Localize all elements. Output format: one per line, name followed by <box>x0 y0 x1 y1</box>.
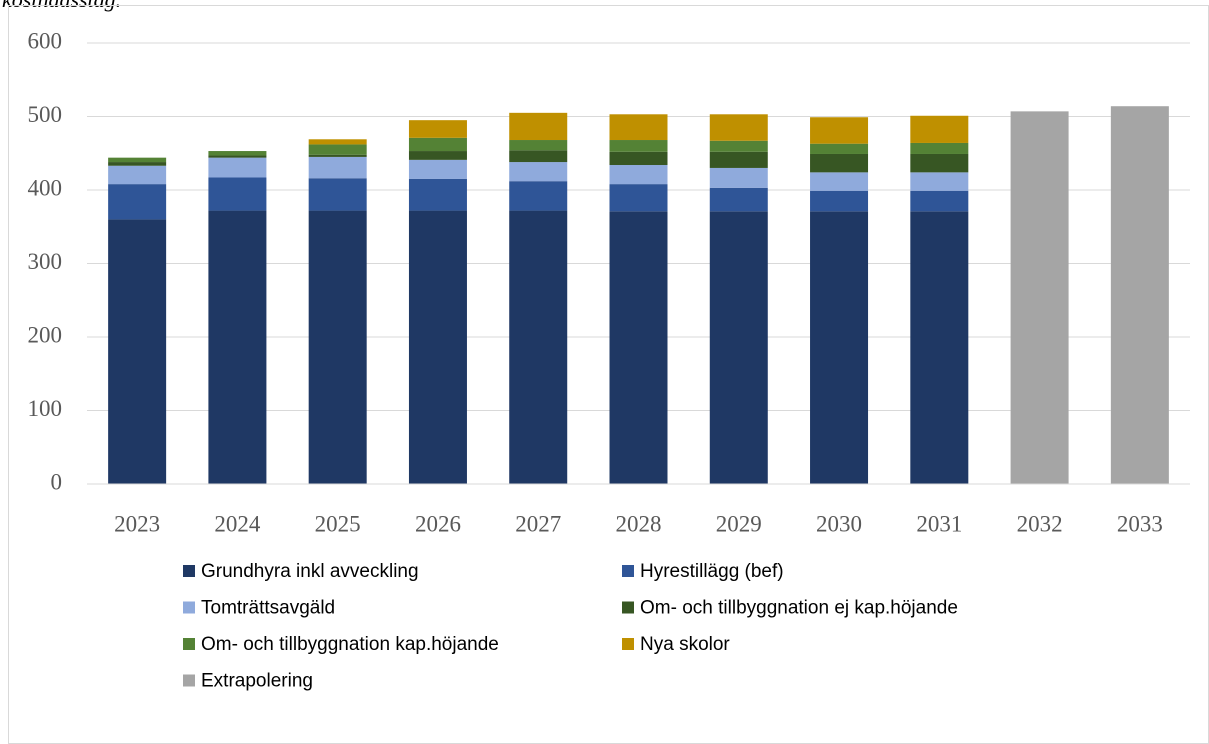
bar-segment <box>509 140 568 151</box>
legend-swatch <box>622 638 634 650</box>
bar-segment <box>609 184 668 212</box>
x-tick-label: 2029 <box>716 511 762 536</box>
legend-label: Grundhyra inkl avveckling <box>201 561 419 582</box>
y-tick-label: 100 <box>28 396 63 421</box>
bar-segment <box>609 151 668 166</box>
bar-segment <box>108 184 167 220</box>
caption: kostnadsstag. <box>2 0 121 12</box>
y-tick-label: 600 <box>28 28 63 53</box>
bar-segment <box>308 178 367 211</box>
bar-segment <box>609 140 668 152</box>
x-tick-label: 2033 <box>1117 511 1163 536</box>
bar-segment <box>509 181 568 211</box>
bar-segment <box>709 140 768 152</box>
legend-swatch <box>183 601 195 614</box>
bar-segment <box>509 112 568 141</box>
bar-segment <box>910 190 969 212</box>
bar-segment <box>108 219 167 484</box>
bar-segment <box>810 172 869 191</box>
y-tick-label: 400 <box>28 175 63 200</box>
bar-segment <box>108 162 167 166</box>
bar-segment <box>408 178 467 211</box>
x-tick-label: 2030 <box>816 511 862 536</box>
y-tick-label: 500 <box>28 102 63 127</box>
bar-segment <box>408 210 467 484</box>
bar-segment <box>108 165 167 185</box>
x-tick-label: 2031 <box>916 511 962 536</box>
bar-segment <box>308 210 367 484</box>
x-tick-label: 2025 <box>315 511 361 536</box>
x-tick-label: 2026 <box>415 511 461 536</box>
bar-segment <box>509 210 568 484</box>
legend-swatch <box>183 565 195 577</box>
legend-label: Om- och tillbyggnation ej kap.höjande <box>640 598 958 619</box>
y-tick-label: 300 <box>28 249 63 274</box>
bar-segment <box>308 156 367 179</box>
legend-label: Nya skolor <box>640 634 730 655</box>
bar-segment <box>609 114 668 141</box>
bar-segment <box>609 211 668 484</box>
x-tick-label: 2028 <box>616 511 662 536</box>
bar-segment <box>1110 106 1169 485</box>
legend-label: Tomträttsavgäld <box>201 598 335 619</box>
x-tick-label: 2027 <box>515 511 561 536</box>
legend-swatch <box>183 674 195 687</box>
bar-segment <box>810 211 869 484</box>
bar-segment <box>810 117 869 144</box>
bar-segment <box>208 210 267 484</box>
bar-segment <box>910 115 969 143</box>
bar-segment <box>509 150 568 163</box>
bar-segment <box>810 153 869 173</box>
bar-segment <box>910 172 969 191</box>
bar-segment <box>408 137 467 152</box>
bar-segment <box>910 142 969 154</box>
legend-swatch <box>183 638 195 650</box>
bar-segment <box>308 144 367 155</box>
y-tick-label: 0 <box>51 469 63 494</box>
bar-segment <box>208 151 267 156</box>
bar-segment <box>709 211 768 484</box>
bar-segment <box>709 187 768 212</box>
x-tick-label: 2023 <box>114 511 160 536</box>
bar-segment <box>408 159 467 179</box>
bar-segment <box>609 165 668 185</box>
legend-swatch <box>622 565 634 577</box>
x-tick-label: 2024 <box>214 511 261 536</box>
bar-segment <box>709 114 768 141</box>
legend-label: Om- och tillbyggnation kap.höjande <box>201 634 499 655</box>
y-tick-label: 200 <box>28 322 63 347</box>
bar-segment <box>408 120 467 138</box>
legend-swatch <box>622 601 634 614</box>
legend-label: Extrapolering <box>201 671 313 692</box>
bar-segment <box>308 154 367 157</box>
bar-segment <box>208 155 267 158</box>
bar-segment <box>208 177 267 211</box>
bar-segment <box>709 167 768 188</box>
bar-segment <box>208 157 267 178</box>
bar-segment <box>1010 111 1069 484</box>
bar-segment <box>910 211 969 484</box>
bar-segment <box>810 143 869 154</box>
bar-segment <box>509 162 568 182</box>
bar-segment <box>910 153 969 173</box>
bar-segment <box>108 157 167 163</box>
bar-segment <box>810 190 869 212</box>
bar-segment <box>709 151 768 168</box>
bar-segment <box>308 139 367 145</box>
bar-segment <box>408 151 467 160</box>
x-tick-label: 2032 <box>1017 511 1063 536</box>
legend-label: Hyrestillägg (bef) <box>640 561 784 582</box>
